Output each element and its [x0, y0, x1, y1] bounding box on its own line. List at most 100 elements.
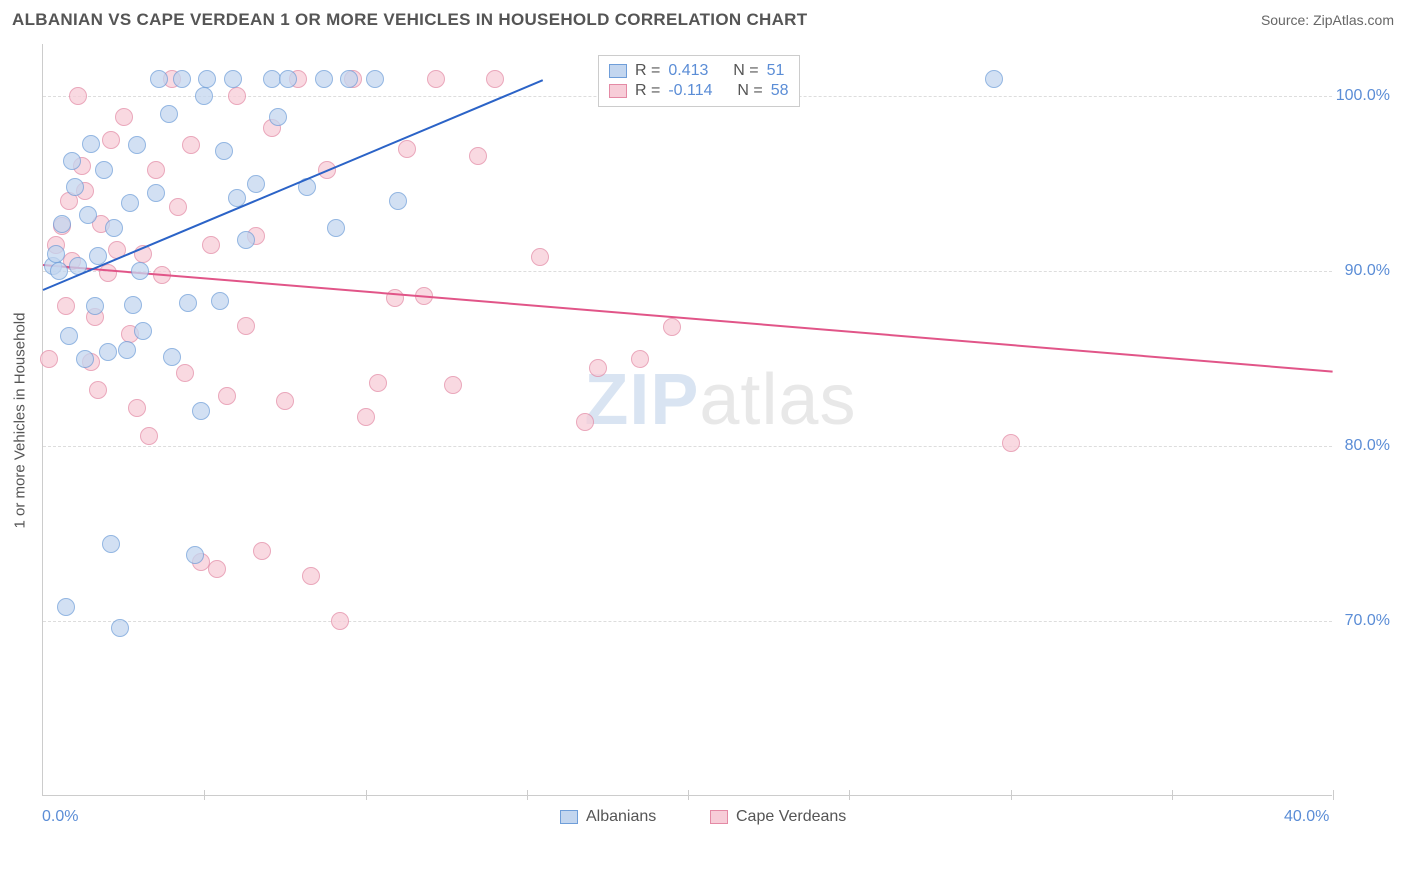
scatter-point-capeverdeans	[237, 317, 255, 335]
y-tick-label: 100.0%	[1336, 87, 1390, 105]
x-tick-label: 0.0%	[42, 808, 78, 826]
scatter-point-capeverdeans	[169, 198, 187, 216]
scatter-point-albanians	[131, 262, 149, 280]
scatter-point-capeverdeans	[57, 297, 75, 315]
scatter-point-capeverdeans	[331, 612, 349, 630]
r-value-capeverdeans: -0.114	[668, 82, 712, 100]
scatter-point-albanians	[179, 294, 197, 312]
gridline-h	[43, 271, 1332, 272]
r-prefix: R =	[635, 62, 660, 80]
stats-row-albanians: R = 0.413 N = 51	[609, 62, 789, 80]
y-axis-label-container: 1 or more Vehicles in Household	[8, 44, 32, 796]
stats-row-capeverdeans: R = -0.114 N = 58	[609, 82, 789, 100]
gridline-h	[43, 446, 1332, 447]
bottom-legend-albanians: Albanians	[560, 808, 656, 826]
scatter-point-albanians	[118, 341, 136, 359]
n-value-albanians: 51	[767, 62, 785, 80]
chart-title: ALBANIAN VS CAPE VERDEAN 1 OR MORE VEHIC…	[12, 10, 807, 30]
scatter-point-capeverdeans	[576, 413, 594, 431]
scatter-point-capeverdeans	[102, 131, 120, 149]
x-tick	[688, 790, 689, 800]
scatter-point-albanians	[57, 598, 75, 616]
source-value: ZipAtlas.com	[1313, 12, 1394, 28]
scatter-point-capeverdeans	[182, 136, 200, 154]
scatter-point-capeverdeans	[531, 248, 549, 266]
x-tick	[1011, 790, 1012, 800]
regression-line-capeverdeans	[43, 264, 1333, 373]
scatter-point-albanians	[195, 87, 213, 105]
scatter-point-albanians	[389, 192, 407, 210]
n-prefix: N =	[733, 62, 758, 80]
scatter-point-capeverdeans	[208, 560, 226, 578]
scatter-point-albanians	[150, 70, 168, 88]
legend-label-capeverdeans: Cape Verdeans	[736, 808, 846, 826]
swatch-capeverdeans-bottom	[710, 810, 728, 824]
plot-area: ZIPatlas	[42, 44, 1332, 796]
gridline-h	[43, 621, 1332, 622]
scatter-point-capeverdeans	[469, 147, 487, 165]
y-tick-label: 80.0%	[1345, 437, 1390, 455]
scatter-point-albanians	[66, 178, 84, 196]
scatter-point-albanians	[211, 292, 229, 310]
scatter-point-capeverdeans	[228, 87, 246, 105]
source-label: Source:	[1261, 12, 1309, 28]
scatter-point-capeverdeans	[253, 542, 271, 560]
scatter-point-capeverdeans	[1002, 434, 1020, 452]
scatter-point-capeverdeans	[89, 381, 107, 399]
scatter-point-albanians	[985, 70, 1003, 88]
scatter-point-capeverdeans	[386, 289, 404, 307]
scatter-point-albanians	[247, 175, 265, 193]
scatter-point-albanians	[215, 142, 233, 160]
scatter-point-capeverdeans	[140, 427, 158, 445]
y-tick-label: 90.0%	[1345, 262, 1390, 280]
scatter-point-albanians	[76, 350, 94, 368]
scatter-point-capeverdeans	[398, 140, 416, 158]
scatter-point-capeverdeans	[147, 161, 165, 179]
scatter-point-albanians	[53, 215, 71, 233]
scatter-point-capeverdeans	[99, 264, 117, 282]
scatter-point-albanians	[186, 546, 204, 564]
scatter-point-albanians	[147, 184, 165, 202]
scatter-point-albanians	[366, 70, 384, 88]
x-tick	[1333, 790, 1334, 800]
scatter-point-capeverdeans	[128, 399, 146, 417]
chart-header: ALBANIAN VS CAPE VERDEAN 1 OR MORE VEHIC…	[0, 0, 1406, 40]
x-tick-label: 40.0%	[1284, 808, 1329, 826]
scatter-point-albanians	[327, 219, 345, 237]
scatter-point-capeverdeans	[663, 318, 681, 336]
y-tick-label: 70.0%	[1345, 612, 1390, 630]
scatter-point-albanians	[340, 70, 358, 88]
scatter-point-capeverdeans	[176, 364, 194, 382]
stats-legend: R = 0.413 N = 51 R = -0.114 N = 58	[598, 55, 800, 107]
chart-source: Source: ZipAtlas.com	[1261, 12, 1394, 28]
x-tick	[366, 790, 367, 800]
scatter-point-capeverdeans	[202, 236, 220, 254]
swatch-albanians	[609, 64, 627, 78]
watermark: ZIPatlas	[584, 359, 856, 441]
scatter-point-albanians	[198, 70, 216, 88]
scatter-point-albanians	[79, 206, 97, 224]
scatter-point-albanians	[128, 136, 146, 154]
scatter-point-albanians	[102, 535, 120, 553]
scatter-point-albanians	[105, 219, 123, 237]
n-value-capeverdeans: 58	[771, 82, 789, 100]
scatter-point-albanians	[192, 402, 210, 420]
scatter-point-capeverdeans	[218, 387, 236, 405]
x-tick	[527, 790, 528, 800]
scatter-point-albanians	[173, 70, 191, 88]
x-tick	[204, 790, 205, 800]
scatter-point-capeverdeans	[115, 108, 133, 126]
scatter-point-albanians	[121, 194, 139, 212]
scatter-point-albanians	[224, 70, 242, 88]
scatter-point-albanians	[279, 70, 297, 88]
bottom-legend-capeverdeans: Cape Verdeans	[710, 808, 846, 826]
scatter-point-albanians	[111, 619, 129, 637]
scatter-point-albanians	[269, 108, 287, 126]
scatter-point-albanians	[47, 245, 65, 263]
scatter-point-capeverdeans	[276, 392, 294, 410]
scatter-point-albanians	[315, 70, 333, 88]
r-value-albanians: 0.413	[668, 62, 708, 80]
scatter-point-albanians	[60, 327, 78, 345]
scatter-point-albanians	[134, 322, 152, 340]
scatter-point-capeverdeans	[486, 70, 504, 88]
